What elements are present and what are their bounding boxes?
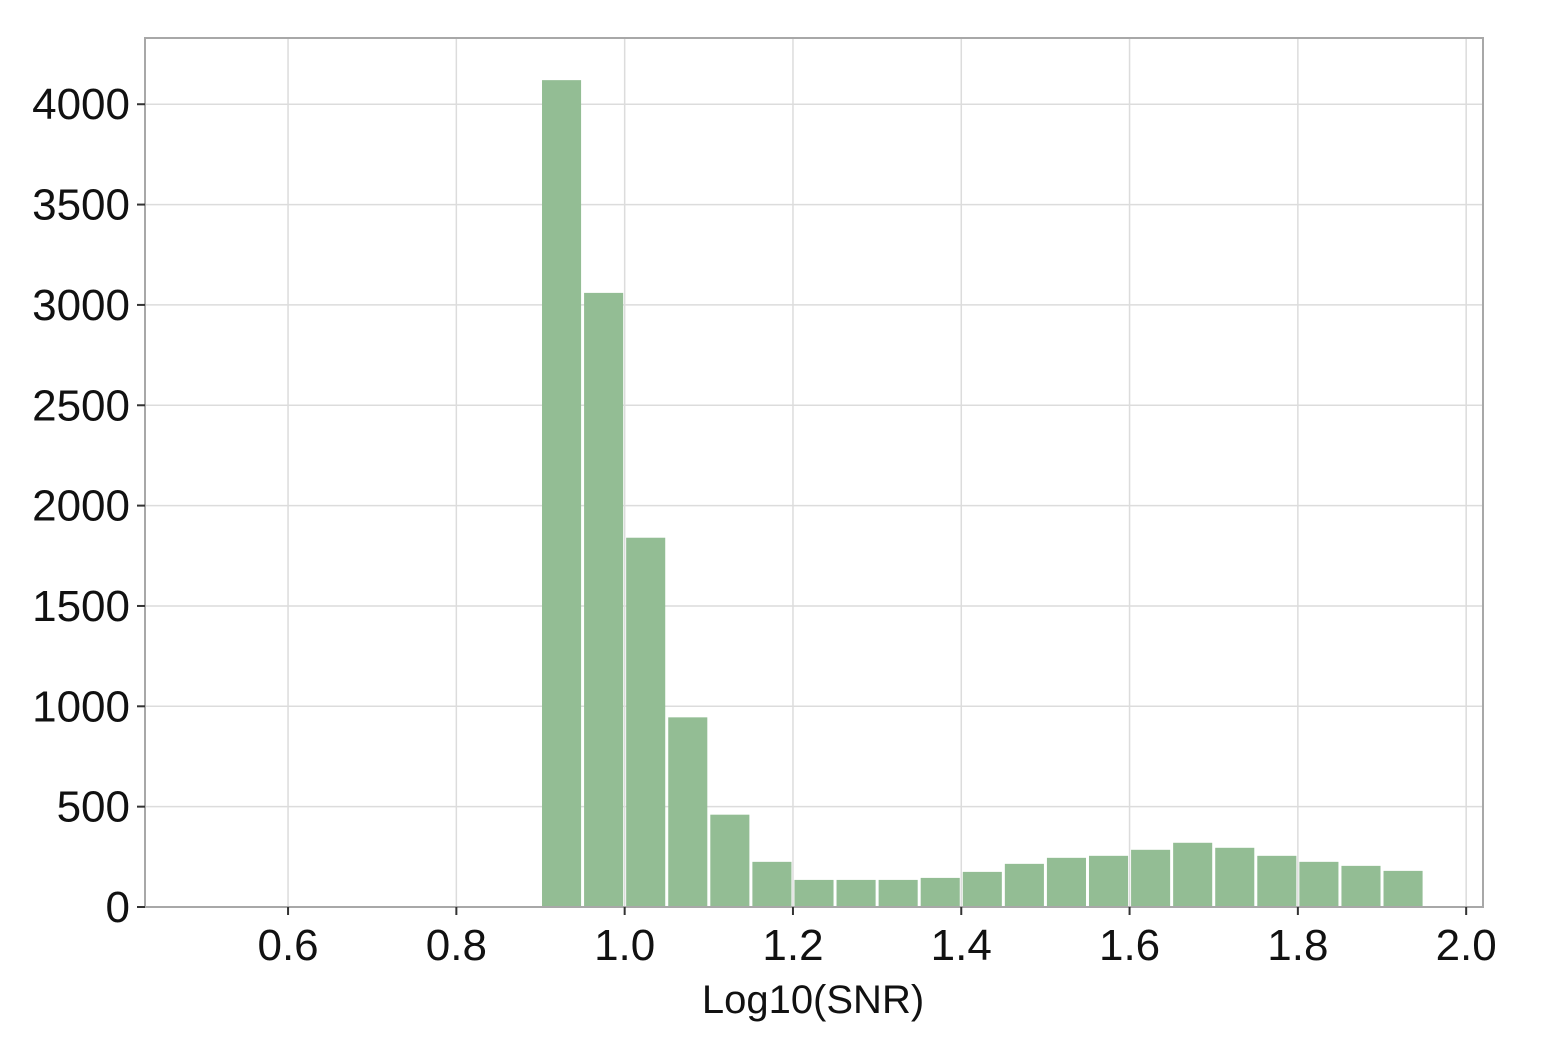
grid-lines bbox=[145, 38, 1483, 908]
plot-background bbox=[145, 38, 1483, 907]
histogram-bar bbox=[542, 80, 582, 907]
histogram-bar bbox=[1131, 849, 1171, 907]
histogram-bar bbox=[668, 717, 708, 907]
histogram-bar bbox=[1088, 855, 1129, 907]
x-axis-title: Log10(SNR) bbox=[702, 978, 924, 1022]
histogram-bar bbox=[1341, 865, 1381, 907]
histogram-bar bbox=[1004, 863, 1044, 907]
histogram-bar bbox=[920, 877, 960, 907]
histogram-bar bbox=[878, 879, 918, 907]
histogram-bar bbox=[1215, 847, 1255, 907]
x-tick-label: 0.6 bbox=[257, 921, 318, 970]
histogram-bar bbox=[836, 879, 876, 907]
histogram-bar bbox=[1173, 842, 1213, 907]
histogram-bar bbox=[752, 861, 792, 907]
y-tick-label: 1000 bbox=[32, 682, 130, 731]
histogram-bar bbox=[794, 879, 834, 907]
plot-frame bbox=[144, 37, 1484, 908]
x-tick-label: 1.4 bbox=[931, 921, 992, 970]
histogram-bar bbox=[1046, 857, 1086, 907]
axis-ticks bbox=[137, 103, 1468, 915]
y-tick-label: 500 bbox=[57, 783, 130, 832]
histogram-bar bbox=[1299, 861, 1339, 907]
y-tick-label: 1500 bbox=[32, 582, 130, 631]
histogram-bar bbox=[584, 292, 624, 908]
y-tick-label: 3500 bbox=[32, 181, 130, 230]
y-tick-label: 2500 bbox=[32, 381, 130, 430]
x-tick-label: 0.8 bbox=[426, 921, 487, 970]
y-tick-labels: 0 500 1000 1500 2000 2500 3000 3500 4000 bbox=[32, 80, 130, 932]
histogram-bar bbox=[626, 537, 666, 907]
histogram-bar bbox=[1257, 855, 1297, 907]
histogram-bars bbox=[542, 80, 1423, 908]
x-tick-labels: 0.6 0.8 1.0 1.2 1.4 1.6 1.8 2.0 bbox=[257, 921, 1496, 970]
x-tick-label: 2.0 bbox=[1436, 921, 1497, 970]
x-tick-label: 1.0 bbox=[594, 921, 655, 970]
histogram-bar bbox=[1383, 870, 1423, 907]
x-tick-label: 1.6 bbox=[1099, 921, 1160, 970]
histogram-bar bbox=[710, 814, 750, 907]
x-tick-label: 1.2 bbox=[762, 921, 823, 970]
y-tick-label: 4000 bbox=[32, 80, 130, 129]
y-tick-label: 3000 bbox=[32, 281, 130, 330]
y-tick-label: 0 bbox=[106, 883, 130, 932]
x-tick-label: 1.8 bbox=[1267, 921, 1328, 970]
histogram-bar bbox=[962, 871, 1002, 907]
y-tick-label: 2000 bbox=[32, 482, 130, 531]
